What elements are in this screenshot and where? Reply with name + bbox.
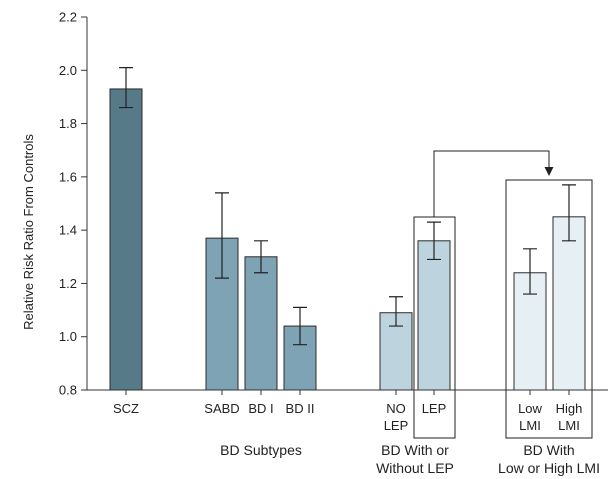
category-label: LMI (519, 418, 541, 433)
category-label: SABD (204, 401, 239, 416)
comparison-arrow (433, 150, 550, 217)
category-label: High (556, 401, 583, 416)
y-tick-label: 1.6 (59, 169, 77, 184)
group-label: BD With (523, 442, 574, 458)
y-tick-label: 1.0 (59, 329, 77, 344)
category-label: BD II (286, 401, 315, 416)
category-label: BD I (248, 401, 273, 416)
lmi-highlight-box (505, 179, 593, 439)
bar (552, 216, 586, 391)
category-label: Low (518, 401, 542, 416)
category-label: LMI (558, 418, 580, 433)
y-tick-label: 1.4 (59, 223, 77, 238)
error-bar (427, 221, 441, 261)
category-label: NO (386, 401, 406, 416)
category-label: LEP (422, 401, 447, 416)
group-label: Low or High LMI (498, 460, 600, 476)
group-label: BD Subtypes (220, 442, 302, 458)
error-bar (215, 192, 229, 279)
group-label: Without LEP (376, 460, 454, 476)
arrowhead-icon (544, 167, 554, 176)
y-tick-label: 2.0 (59, 63, 77, 78)
group-label: BD With or (381, 442, 449, 458)
y-tick-label: 1.2 (59, 276, 77, 291)
bar (244, 256, 278, 391)
y-tick-label: 1.8 (59, 116, 77, 131)
y-tick-label: 0.8 (59, 383, 77, 398)
error-bar (119, 67, 133, 109)
bar (417, 240, 451, 391)
bar (109, 88, 143, 391)
error-bar (293, 306, 307, 346)
error-bar (389, 296, 403, 327)
y-tick-label: 2.2 (59, 10, 77, 25)
bar (513, 272, 547, 391)
y-axis-title: Relative Risk Ratio From Controls (21, 134, 36, 330)
error-bar (562, 184, 576, 242)
category-label: LEP (384, 418, 409, 433)
error-bar (523, 248, 537, 295)
category-label: SCZ (113, 401, 139, 416)
error-bar (254, 240, 268, 274)
